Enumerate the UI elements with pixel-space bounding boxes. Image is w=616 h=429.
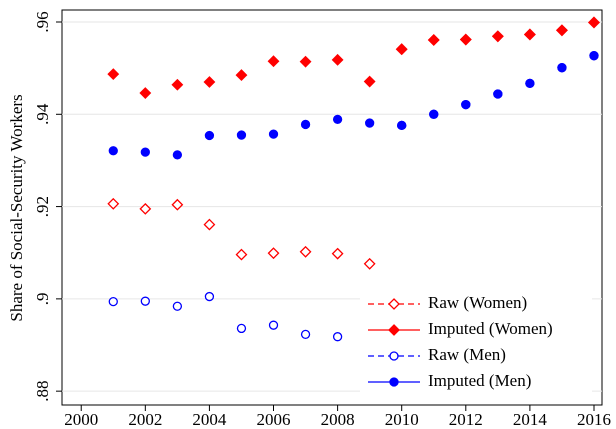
data-point — [203, 76, 216, 88]
data-point — [140, 147, 150, 157]
x-tick-label: 2016 — [577, 410, 611, 429]
legend-label: Raw (Men) — [428, 345, 506, 364]
data-point — [268, 320, 279, 330]
data-point — [427, 34, 440, 46]
legend-label: Raw (Women) — [428, 293, 527, 312]
data-point — [236, 323, 247, 334]
data-point — [556, 24, 568, 37]
data-point — [204, 291, 215, 302]
legend-marker — [389, 377, 399, 387]
data-point — [523, 28, 536, 41]
data-point — [267, 55, 280, 68]
data-point — [331, 53, 344, 66]
data-point — [332, 332, 343, 342]
x-tick-label: 2010 — [385, 410, 419, 429]
y-tick-label: .92 — [33, 196, 52, 217]
data-point — [171, 198, 184, 211]
data-point — [429, 109, 439, 119]
x-tick-label: 2014 — [513, 410, 548, 429]
data-point — [493, 89, 503, 99]
data-point — [139, 202, 152, 215]
legend-marker — [389, 351, 399, 361]
data-point — [139, 87, 152, 99]
data-point — [203, 218, 216, 231]
data-point — [107, 197, 120, 210]
data-point — [589, 51, 599, 61]
data-point — [365, 118, 375, 128]
data-point — [107, 68, 120, 81]
data-point — [525, 78, 535, 89]
data-point — [267, 247, 280, 260]
legend-marker — [388, 324, 400, 336]
data-point — [236, 130, 247, 140]
data-point — [299, 245, 312, 258]
y-tick-label: .88 — [33, 381, 52, 402]
data-point — [235, 248, 248, 261]
data-point — [268, 129, 279, 139]
x-tick-label: 2002 — [128, 410, 162, 429]
data-point — [557, 63, 567, 73]
y-axis-label: Share of Social-Security Workers — [7, 94, 26, 321]
y-tick-label: .94 — [33, 103, 52, 125]
data-point — [204, 130, 215, 141]
data-point — [332, 114, 343, 125]
data-point — [172, 301, 183, 311]
legend-marker — [388, 298, 400, 310]
x-tick-label: 2012 — [449, 410, 483, 429]
data-point — [299, 55, 312, 68]
data-point — [363, 257, 376, 270]
data-point — [588, 16, 600, 29]
data-point — [331, 247, 344, 260]
data-point — [108, 296, 118, 307]
x-tick-label: 2000 — [64, 410, 98, 429]
y-tick-label: .9 — [33, 292, 52, 305]
data-point — [235, 69, 248, 81]
data-point — [172, 150, 183, 160]
legend-label: Imputed (Men) — [428, 371, 531, 390]
data-point — [108, 146, 118, 156]
data-point — [140, 296, 150, 306]
x-tick-label: 2004 — [192, 410, 227, 429]
legend-box — [360, 287, 592, 399]
data-point — [461, 99, 471, 110]
data-point — [491, 30, 504, 43]
data-point — [459, 33, 472, 46]
x-tick-label: 2008 — [321, 410, 355, 429]
x-tick-label: 2006 — [257, 410, 291, 429]
data-point — [171, 78, 184, 91]
legend-label: Imputed (Women) — [428, 319, 553, 338]
y-tick-label: .96 — [33, 11, 52, 32]
data-point — [395, 43, 408, 56]
data-point — [300, 119, 311, 130]
data-point — [300, 329, 311, 340]
data-point — [363, 75, 376, 88]
data-point — [397, 120, 407, 131]
